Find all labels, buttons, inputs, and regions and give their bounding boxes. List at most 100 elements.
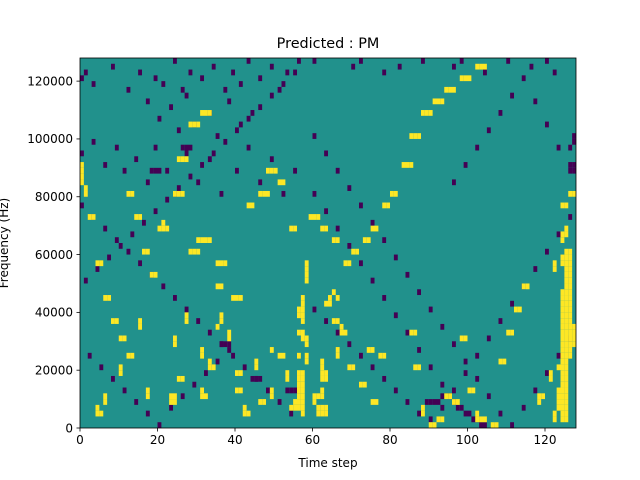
high-cell: [568, 248, 573, 255]
high-cell: [335, 237, 340, 243]
low-cell: [103, 162, 108, 168]
high-cell: [351, 364, 356, 371]
high-cell: [95, 260, 100, 267]
low-cell: [459, 58, 464, 64]
high-cell: [312, 393, 317, 400]
high-cell: [560, 364, 565, 371]
high-cell: [560, 404, 565, 411]
low-cell: [452, 63, 456, 70]
high-cell: [320, 375, 325, 382]
high-cell: [126, 352, 131, 359]
high-cell: [184, 312, 189, 319]
high-cell: [568, 283, 573, 290]
low-cell: [556, 231, 561, 238]
low-cell: [219, 190, 224, 197]
low-cell: [397, 63, 402, 70]
high-cell: [564, 289, 569, 296]
x-tick-label: 80: [382, 433, 397, 447]
high-cell: [564, 202, 569, 209]
low-cell: [118, 243, 123, 249]
high-cell: [173, 190, 177, 197]
low-cell: [510, 300, 515, 307]
low-cell: [486, 335, 491, 342]
high-cell: [347, 260, 352, 267]
low-cell: [153, 75, 158, 82]
high-cell: [448, 86, 453, 93]
high-cell: [560, 375, 565, 382]
high-cell: [293, 404, 298, 411]
low-cell: [219, 341, 224, 348]
high-cell: [184, 156, 189, 163]
high-cell: [548, 375, 553, 382]
high-cell: [173, 393, 177, 400]
high-cell: [568, 271, 573, 278]
low-cell: [572, 167, 577, 174]
high-cell: [568, 335, 573, 342]
low-cell: [324, 150, 329, 157]
high-cell: [320, 410, 325, 417]
high-cell: [510, 329, 515, 336]
high-cell: [122, 335, 127, 342]
x-tick-label: 100: [456, 433, 479, 447]
low-cell: [440, 393, 445, 400]
y-axis-label: Frequency (Hz): [0, 198, 11, 289]
high-cell: [269, 387, 274, 394]
high-cell: [138, 323, 143, 330]
low-cell: [335, 329, 340, 336]
high-cell: [184, 318, 189, 324]
y-tick-label: 100000: [27, 132, 73, 146]
high-cell: [568, 190, 573, 197]
high-cell: [242, 410, 247, 417]
high-cell: [281, 352, 286, 359]
x-tick-label: 40: [227, 433, 242, 447]
low-cell: [471, 416, 476, 423]
high-cell: [289, 225, 294, 232]
high-cell: [467, 75, 472, 82]
low-cell: [324, 318, 329, 324]
high-cell: [483, 63, 487, 70]
high-cell: [235, 295, 239, 301]
high-cell: [300, 300, 305, 307]
low-cell: [510, 422, 515, 428]
high-cell: [99, 260, 104, 267]
high-cell: [568, 254, 573, 261]
high-cell: [145, 387, 150, 394]
high-cell: [560, 231, 565, 238]
high-cell: [455, 399, 460, 405]
high-cell: [215, 323, 220, 330]
high-cell: [173, 399, 177, 405]
low-cell: [452, 179, 456, 186]
high-cell: [362, 381, 367, 388]
high-cell: [223, 260, 228, 267]
high-cell: [227, 335, 232, 342]
low-cell: [134, 156, 139, 163]
y-tick-label: 120000: [27, 74, 73, 88]
high-cell: [196, 248, 201, 255]
high-cell: [80, 162, 84, 168]
high-cell: [107, 295, 112, 301]
low-cell: [498, 110, 503, 116]
high-cell: [262, 399, 267, 405]
low-cell: [231, 352, 236, 359]
low-cell: [165, 167, 170, 174]
high-cell: [300, 318, 305, 324]
low-cell: [238, 81, 243, 87]
high-cell: [421, 110, 425, 116]
low-cell: [99, 364, 104, 371]
high-cell: [219, 283, 224, 290]
high-cell: [316, 410, 321, 417]
high-cell: [103, 393, 108, 400]
high-cell: [560, 329, 565, 336]
high-cell: [541, 393, 546, 400]
low-cell: [238, 121, 243, 128]
low-cell: [324, 208, 329, 215]
high-cell: [564, 225, 569, 232]
high-cell: [463, 75, 468, 82]
high-cell: [192, 121, 197, 128]
high-cell: [568, 300, 573, 307]
high-cell: [316, 404, 321, 411]
high-cell: [238, 387, 243, 394]
high-cell: [80, 173, 84, 180]
low-cell: [417, 410, 422, 417]
high-cell: [568, 277, 573, 284]
